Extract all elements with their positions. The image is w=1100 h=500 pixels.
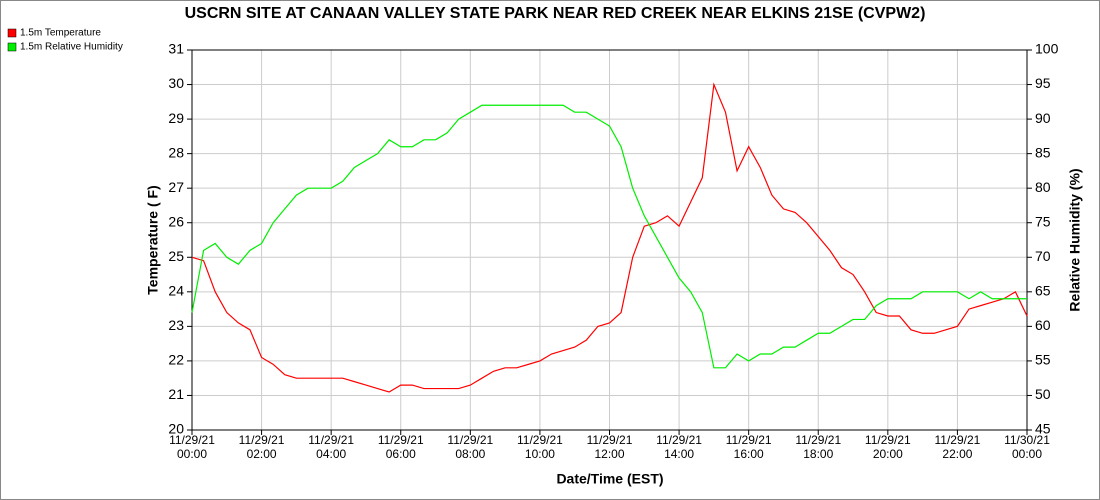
- x-tick-label: 11/29/21 22:00: [935, 433, 981, 461]
- x-axis-title: Date/Time (EST): [556, 471, 663, 487]
- x-tick-label-line: 20:00: [873, 447, 903, 461]
- chart-title: USCRN SITE AT CANAAN VALLEY STATE PARK N…: [185, 5, 926, 22]
- y2-tick-label: 80: [1035, 179, 1051, 195]
- y2-tick-label: 95: [1035, 75, 1051, 91]
- x-tick-label-line: 04:00: [316, 447, 346, 461]
- legend-swatch: [7, 42, 17, 52]
- y2-tick-label: 50: [1035, 386, 1051, 402]
- y2-tick-label: 100: [1035, 41, 1059, 57]
- x-tick-label-line: 11/29/21: [726, 433, 772, 447]
- y2-axis-title: Relative Humidity (%): [1067, 168, 1083, 311]
- y-tick-label: 21: [168, 386, 184, 402]
- y2-tick-label: 70: [1035, 248, 1051, 264]
- x-tick-label-line: 11/29/21: [169, 433, 215, 447]
- x-tick-label-line: 06:00: [386, 447, 416, 461]
- y-tick-label: 29: [168, 110, 184, 126]
- x-tick-label-line: 14:00: [664, 447, 694, 461]
- x-tick-label: 11/29/21 16:00: [726, 433, 772, 461]
- x-tick-label-line: 11/29/21: [865, 433, 911, 447]
- x-tick-label-line: 08:00: [455, 447, 485, 461]
- x-tick-label: 11/29/21 12:00: [587, 433, 633, 461]
- x-tick-label: 11/29/21 20:00: [865, 433, 911, 461]
- x-tick-label-line: 00:00: [177, 447, 207, 461]
- plot-border: [191, 49, 1028, 431]
- x-tick-label-line: 11/29/21: [656, 433, 702, 447]
- y2-tick-label: 85: [1035, 144, 1051, 160]
- x-tick-label-line: 02:00: [247, 447, 277, 461]
- x-tick-label-line: 18:00: [803, 447, 833, 461]
- legend-label: 1.5m Relative Humidity: [20, 42, 123, 53]
- x-tick-label-line: 22:00: [942, 447, 972, 461]
- x-tick-label: 11/29/21 02:00: [239, 433, 285, 461]
- legend-label: 1.5m Temperature: [20, 28, 101, 39]
- y-axis-title: Temperature ( F): [145, 185, 161, 294]
- x-tick-label: 11/29/21 18:00: [795, 433, 841, 461]
- y2-tick-label: 90: [1035, 110, 1051, 126]
- y-tick-label: 23: [168, 317, 184, 333]
- data-line: [191, 82, 1028, 393]
- y2-tick-label: 65: [1035, 283, 1051, 299]
- y-tick-label: 31: [168, 41, 184, 57]
- x-tick-label-line: 11/29/21: [795, 433, 841, 447]
- y-tick-label: 27: [168, 179, 184, 195]
- y2-tick-label: 60: [1035, 317, 1051, 333]
- x-tick-label: 11/29/21 14:00: [656, 433, 702, 461]
- x-tick-label: 11/29/21 10:00: [517, 433, 563, 461]
- y-tick-label: 20: [168, 421, 184, 437]
- x-tick-label-line: 11/29/21: [935, 433, 981, 447]
- x-tick-label-line: 11/29/21: [517, 433, 563, 447]
- y-tick-label: 24: [168, 283, 184, 299]
- x-tick-label: 11/29/21 06:00: [378, 433, 424, 461]
- data-line: [191, 104, 1027, 369]
- x-tick-label-line: 16:00: [734, 447, 764, 461]
- x-tick-label-line: 10:00: [525, 447, 555, 461]
- y-tick-label: 26: [168, 213, 184, 229]
- y2-tick-label: 55: [1035, 352, 1051, 368]
- x-tick-label: 11/29/21 04:00: [308, 433, 354, 461]
- x-tick-label: 11/30/21 00:00: [1004, 433, 1050, 461]
- x-tick-label-line: 11/29/21: [587, 433, 633, 447]
- x-tick-label: 11/29/21 00:00: [169, 433, 215, 461]
- x-tick-label-line: 12:00: [594, 447, 624, 461]
- y-tick-label: 22: [168, 352, 184, 368]
- y2-tick-label: 75: [1035, 213, 1051, 229]
- y-tick-label: 28: [168, 144, 184, 160]
- legend-swatch: [7, 28, 17, 38]
- y2-tick-label: 45: [1035, 421, 1051, 437]
- y-tick-label: 30: [168, 75, 184, 91]
- x-tick-label-line: 00:00: [1012, 447, 1042, 461]
- x-tick-label-line: 11/29/21: [447, 433, 493, 447]
- x-tick-label-line: 11/29/21: [308, 433, 354, 447]
- x-tick-label: 11/29/21 08:00: [447, 433, 493, 461]
- x-tick-label-line: 11/30/21: [1004, 433, 1050, 447]
- x-tick-label-line: 11/29/21: [378, 433, 424, 447]
- y-tick-label: 25: [168, 248, 184, 264]
- x-tick-label-line: 11/29/21: [239, 433, 285, 447]
